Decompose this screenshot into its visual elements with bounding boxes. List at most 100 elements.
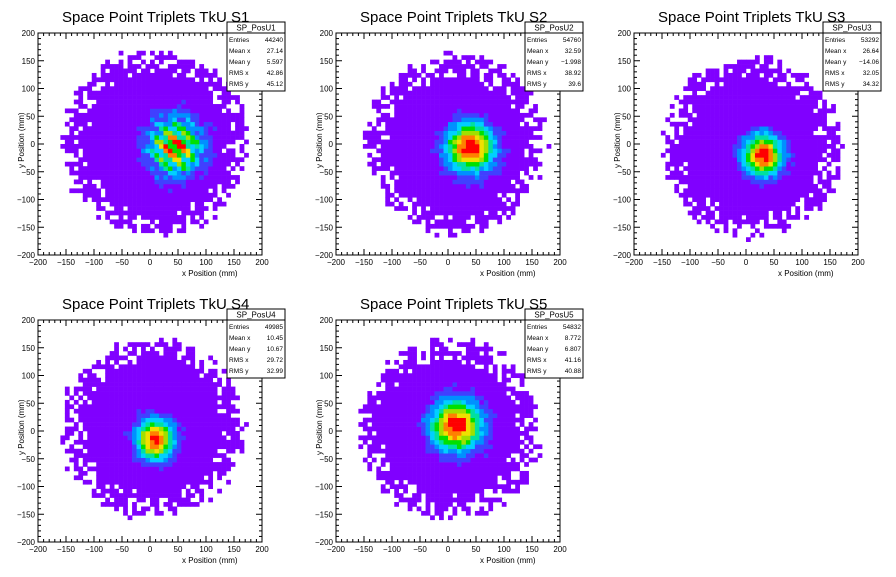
heatmap-bin bbox=[501, 86, 507, 92]
heatmap-bin bbox=[158, 475, 164, 481]
heatmap-bin bbox=[145, 130, 151, 136]
heatmap-bin bbox=[519, 166, 525, 171]
heatmap-bin bbox=[772, 206, 778, 211]
heatmap-bin bbox=[696, 175, 702, 180]
heatmap-bin bbox=[181, 475, 187, 481]
heatmap-bin bbox=[439, 104, 444, 109]
heatmap-bin bbox=[172, 108, 178, 114]
heatmap-bin bbox=[705, 121, 711, 127]
heatmap-bin bbox=[506, 108, 512, 114]
heatmap-bin bbox=[439, 179, 444, 185]
heatmap-bin bbox=[181, 444, 187, 450]
heatmap-bin bbox=[750, 157, 756, 163]
heatmap-bin bbox=[692, 206, 698, 211]
heatmap-bin bbox=[412, 457, 417, 463]
heatmap-bin bbox=[230, 135, 236, 140]
heatmap-bin bbox=[123, 135, 128, 140]
heatmap-bin bbox=[185, 197, 191, 203]
heatmap-bin bbox=[127, 130, 133, 136]
heatmap-bin bbox=[176, 493, 182, 498]
heatmap-bin bbox=[835, 157, 841, 163]
heatmap-bin bbox=[150, 201, 155, 207]
heatmap-bin bbox=[141, 368, 146, 374]
heatmap-bin bbox=[141, 68, 146, 74]
heatmap-bin bbox=[519, 126, 525, 131]
heatmap-bin bbox=[176, 502, 182, 507]
heatmap-bin bbox=[448, 139, 453, 145]
heatmap-bin bbox=[754, 179, 760, 185]
heatmap-bin bbox=[114, 90, 119, 96]
heatmap-bin bbox=[194, 444, 200, 450]
heatmap-bin bbox=[723, 219, 729, 225]
heatmap-bin bbox=[754, 135, 760, 140]
heatmap-bin bbox=[407, 188, 413, 194]
heatmap-bin bbox=[136, 404, 142, 410]
heatmap-bin bbox=[394, 448, 400, 454]
heatmap-bin bbox=[421, 391, 426, 396]
heatmap-bin bbox=[141, 112, 146, 118]
heatmap-bin bbox=[217, 152, 222, 158]
heatmap-bin bbox=[772, 183, 778, 189]
heatmap-bin bbox=[710, 215, 715, 220]
heatmap-bin bbox=[398, 395, 404, 401]
heatmap-bin bbox=[371, 422, 377, 427]
heatmap-bin bbox=[754, 188, 760, 194]
heatmap-bin bbox=[772, 175, 778, 180]
heatmap-bin bbox=[100, 417, 106, 423]
heatmap-bin bbox=[109, 435, 115, 441]
heatmap-bin bbox=[167, 197, 173, 203]
heatmap-bin bbox=[371, 399, 377, 405]
heatmap-bin bbox=[87, 431, 93, 436]
heatmap-bin bbox=[82, 404, 88, 410]
heatmap-bin bbox=[123, 157, 128, 163]
heatmap-bin bbox=[674, 95, 680, 100]
heatmap-bin bbox=[492, 99, 498, 105]
heatmap-bin bbox=[118, 453, 124, 458]
heatmap-bin bbox=[759, 232, 765, 238]
heatmap-bin bbox=[439, 152, 444, 158]
stats-box-title: SP_PosU3 bbox=[832, 24, 872, 33]
heatmap-bin bbox=[73, 179, 79, 185]
heatmap-bin bbox=[808, 95, 814, 100]
heatmap-bin bbox=[150, 346, 155, 352]
heatmap-bin bbox=[470, 126, 476, 131]
heatmap-bin bbox=[443, 130, 449, 136]
heatmap-bin bbox=[118, 112, 124, 118]
heatmap-bin bbox=[181, 457, 187, 463]
heatmap-bin bbox=[145, 170, 151, 176]
heatmap-bin bbox=[501, 188, 507, 194]
heatmap-bin bbox=[87, 395, 93, 401]
heatmap-bin bbox=[150, 117, 155, 123]
heatmap-bin bbox=[479, 95, 485, 100]
heatmap-bin bbox=[190, 117, 196, 123]
heatmap-bin bbox=[226, 157, 231, 163]
heatmap-bin bbox=[759, 64, 765, 69]
heatmap-bin bbox=[136, 117, 142, 123]
heatmap-bin bbox=[73, 462, 79, 467]
stats-value: 5.597 bbox=[267, 59, 284, 66]
heatmap-bin bbox=[421, 368, 426, 374]
heatmap-bin bbox=[203, 139, 209, 145]
heatmap-bin bbox=[510, 112, 516, 118]
heatmap-bin bbox=[185, 112, 191, 118]
heatmap-bin bbox=[492, 197, 498, 203]
heatmap-bin bbox=[692, 188, 698, 194]
heatmap-bin bbox=[127, 161, 133, 167]
heatmap-bin bbox=[141, 444, 146, 450]
heatmap-bin bbox=[64, 435, 70, 441]
heatmap-bin bbox=[799, 170, 805, 176]
heatmap-bin bbox=[741, 95, 747, 100]
heatmap-bin bbox=[199, 197, 205, 203]
heatmap-bin bbox=[483, 104, 489, 109]
heatmap-bin bbox=[118, 161, 124, 167]
heatmap-bin bbox=[421, 188, 426, 194]
heatmap-bin bbox=[212, 183, 218, 189]
heatmap-bin bbox=[483, 112, 489, 118]
heatmap-bin bbox=[737, 144, 742, 149]
heatmap-bin bbox=[163, 99, 169, 105]
heatmap-bin bbox=[136, 399, 142, 405]
heatmap-bin bbox=[737, 90, 742, 96]
heatmap-bin bbox=[394, 493, 400, 498]
heatmap-bin bbox=[732, 232, 738, 238]
heatmap-bin bbox=[741, 219, 747, 225]
